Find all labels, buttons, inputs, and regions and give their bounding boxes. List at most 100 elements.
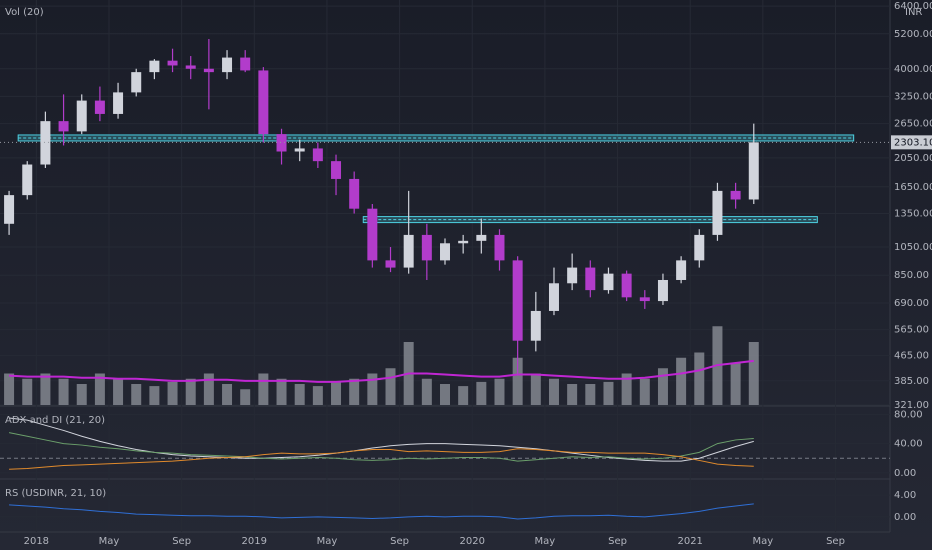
x-tick-label: 2018 <box>24 536 49 547</box>
candle-body <box>603 273 614 291</box>
candle-body <box>40 121 51 165</box>
volume-bar <box>76 384 87 405</box>
candle-body <box>567 267 578 284</box>
volume-bar <box>585 384 596 405</box>
candle-body <box>585 267 596 291</box>
candle-body <box>676 260 687 280</box>
candle-body <box>385 260 396 268</box>
y-tick-label: 5200.00 <box>894 29 932 40</box>
volume-bar <box>530 373 541 405</box>
x-tick-label: Sep <box>172 536 191 547</box>
volume-bar <box>440 384 450 405</box>
y-tick-label: 2650.00 <box>894 119 932 130</box>
x-tick-label: 2021 <box>677 536 702 547</box>
x-tick-label: May <box>317 536 338 547</box>
volume-bar <box>331 381 342 405</box>
y-tick-label: 321.00 <box>894 400 929 411</box>
y-tick-label: 850.00 <box>894 270 929 281</box>
candle-body <box>494 234 505 261</box>
volume-bar <box>58 378 69 405</box>
volume-bar <box>476 381 487 405</box>
volume-bar <box>22 378 33 405</box>
candle-body <box>458 240 469 244</box>
x-tick-label: May <box>535 536 556 547</box>
y-tick-label: 6400.00 <box>894 1 932 12</box>
candle-body <box>730 190 741 200</box>
candle-body <box>276 134 287 152</box>
volume-bar <box>167 381 178 405</box>
volume-bar <box>512 357 523 405</box>
candle-body <box>113 92 124 114</box>
candle-body <box>548 283 559 311</box>
candle-body <box>621 273 632 298</box>
volume-bar <box>458 386 469 405</box>
volume-bar <box>694 352 705 405</box>
candle-body <box>530 310 541 341</box>
volume-bar <box>240 389 251 405</box>
y-tick-label: 4.00 <box>894 490 916 501</box>
indicator-line <box>9 417 754 462</box>
volume-bar <box>748 342 759 405</box>
volume-bar <box>421 378 432 405</box>
x-tick-label: 2020 <box>460 536 485 547</box>
volume-bar <box>40 373 51 405</box>
y-tick-label: 1650.00 <box>894 182 932 193</box>
y-tick-label: 465.00 <box>894 351 929 362</box>
candle-body <box>167 60 178 66</box>
indicator-line <box>9 503 754 520</box>
x-tick-label: May <box>753 536 774 547</box>
last-price-label: 2303.10 <box>894 137 932 148</box>
candle-body <box>312 148 323 162</box>
y-tick-label: 565.00 <box>894 325 929 336</box>
candle-body <box>421 234 432 261</box>
y-tick-label: 3250.00 <box>894 91 932 102</box>
volume-bar <box>494 378 505 405</box>
volume-bar <box>94 373 105 405</box>
candle-body <box>4 195 15 224</box>
panel-title: ADX and DI (21, 20) <box>5 415 105 426</box>
indicator-line <box>8 432 754 462</box>
volume-bar <box>113 378 124 405</box>
candle-body <box>294 148 305 152</box>
volume-ma <box>9 359 754 383</box>
volume-bar <box>657 368 668 405</box>
panel-title: RS (USDINR, 21, 10) <box>5 488 106 499</box>
candle-body <box>403 234 414 268</box>
candle-body <box>476 234 487 241</box>
candle-body <box>258 70 269 135</box>
candle-body <box>657 279 668 302</box>
volume-bar <box>203 373 214 405</box>
candle-body <box>22 164 33 196</box>
volume-bar <box>276 378 287 405</box>
candle-body <box>367 208 378 261</box>
candle-body <box>94 100 105 114</box>
volume-bar <box>294 384 305 405</box>
volume-bar <box>312 386 323 405</box>
volume-bar <box>567 384 578 405</box>
y-tick-label: 40.00 <box>894 439 923 450</box>
x-tick-label: Sep <box>608 536 627 547</box>
y-tick-label: 2050.00 <box>894 153 932 164</box>
volume-bar <box>4 373 15 405</box>
y-tick-label: 0.00 <box>894 512 916 523</box>
volume-bar <box>222 384 233 405</box>
y-tick-label: 0.00 <box>894 468 916 479</box>
indicator-line <box>9 448 754 470</box>
x-tick-label: Sep <box>390 536 409 547</box>
candle-body <box>185 65 196 69</box>
x-tick-label: May <box>99 536 120 547</box>
candle-body <box>512 260 523 341</box>
volume-bar <box>385 368 396 405</box>
volume-bar <box>149 386 160 405</box>
y-tick-label: 80.00 <box>894 409 923 420</box>
volume-bar <box>676 357 687 405</box>
candle-body <box>203 68 214 73</box>
candle-body <box>331 161 342 179</box>
volume-bar <box>621 373 632 405</box>
x-tick-label: Sep <box>826 536 845 547</box>
y-tick-label: 1350.00 <box>894 209 932 220</box>
volume-bar <box>367 373 378 405</box>
candle-body <box>694 234 705 261</box>
candle-body <box>58 121 69 132</box>
